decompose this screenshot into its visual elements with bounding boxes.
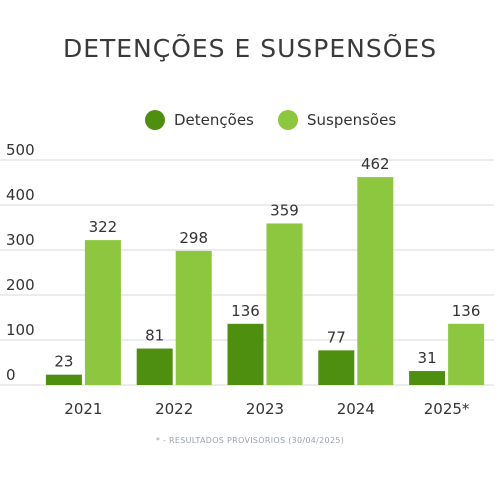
bar — [175, 250, 212, 385]
y-tick-label: 0 — [6, 366, 16, 384]
y-tick-label: 400 — [6, 186, 35, 204]
legend-label-suspensoes: Suspensões — [307, 111, 396, 129]
data-label: 77 — [327, 328, 346, 346]
bar — [357, 177, 394, 385]
data-labels: 23 322 81 298 136 359 77 462 31 136 — [54, 155, 480, 371]
legend-swatch-suspensoes — [278, 110, 298, 130]
y-axis-ticks: 0 100 200 300 400 500 — [6, 141, 35, 384]
x-tick-label: 2021 — [64, 400, 102, 418]
y-tick-label: 500 — [6, 141, 35, 159]
y-tick-label: 300 — [6, 231, 35, 249]
x-tick-label: 2025* — [424, 400, 470, 418]
x-tick-label: 2023 — [246, 400, 284, 418]
data-label: 136 — [452, 302, 481, 320]
bar — [227, 323, 264, 385]
footnote: * - RESULTADOS PROVISÓRIOS (30/04/2025) — [156, 434, 344, 445]
data-label: 462 — [361, 155, 390, 173]
x-tick-label: 2022 — [155, 400, 193, 418]
data-label: 81 — [145, 327, 164, 345]
x-tick-label: 2024 — [337, 400, 375, 418]
bar — [266, 223, 303, 385]
data-label: 359 — [270, 201, 299, 219]
data-label: 23 — [54, 353, 73, 371]
bars — [45, 177, 485, 385]
y-tick-label: 200 — [6, 276, 35, 294]
bar — [448, 323, 485, 385]
data-label: 136 — [231, 302, 260, 320]
legend: Detenções Suspensões — [145, 110, 396, 130]
bar — [45, 374, 82, 385]
bar — [136, 348, 173, 385]
data-label: 298 — [179, 229, 208, 247]
data-label: 322 — [89, 218, 118, 236]
bar — [409, 371, 446, 385]
data-label: 31 — [418, 349, 437, 367]
y-tick-label: 100 — [6, 321, 35, 339]
x-axis-ticks: 2021 2022 2023 2024 2025* — [64, 400, 470, 418]
legend-label-detencoes: Detenções — [174, 111, 254, 129]
bar — [318, 350, 355, 385]
bar — [84, 240, 121, 385]
legend-swatch-detencoes — [145, 110, 165, 130]
chart-title: DETENÇÕES E SUSPENSÕES — [63, 33, 437, 63]
